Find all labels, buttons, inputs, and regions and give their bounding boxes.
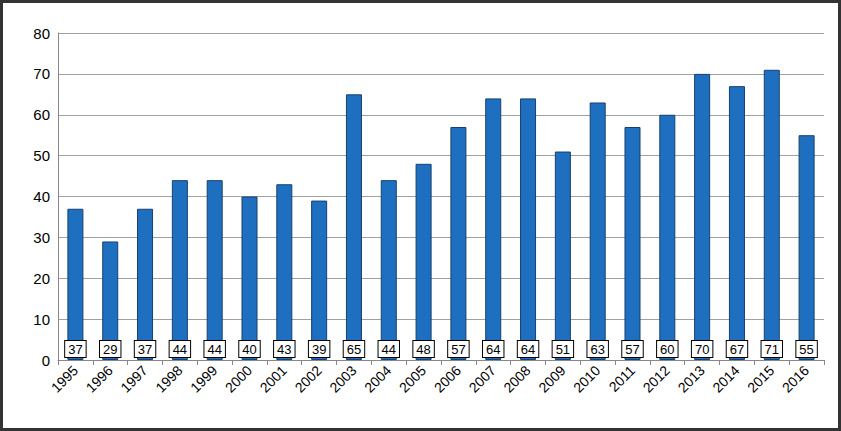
svg-text:57: 57 [451, 342, 465, 357]
svg-text:29: 29 [103, 342, 117, 357]
svg-text:40: 40 [242, 342, 256, 357]
svg-text:44: 44 [173, 342, 187, 357]
svg-text:2005: 2005 [396, 362, 429, 395]
svg-text:67: 67 [730, 342, 744, 357]
svg-text:65: 65 [347, 342, 361, 357]
svg-text:51: 51 [556, 342, 570, 357]
svg-text:2015: 2015 [744, 362, 777, 395]
svg-text:71: 71 [765, 342, 779, 357]
svg-text:1999: 1999 [187, 362, 220, 395]
svg-text:10: 10 [33, 311, 50, 328]
svg-text:63: 63 [590, 342, 604, 357]
svg-text:2007: 2007 [466, 362, 499, 395]
svg-text:1998: 1998 [152, 362, 185, 395]
svg-text:2003: 2003 [326, 362, 359, 395]
svg-text:1996: 1996 [83, 362, 116, 395]
svg-text:30: 30 [33, 229, 50, 246]
svg-text:2004: 2004 [361, 362, 394, 395]
svg-text:2010: 2010 [570, 362, 603, 395]
svg-text:37: 37 [138, 342, 152, 357]
svg-text:2002: 2002 [291, 362, 324, 395]
svg-text:2013: 2013 [674, 362, 707, 395]
svg-text:80: 80 [33, 25, 50, 42]
svg-text:20: 20 [33, 270, 50, 287]
svg-text:55: 55 [799, 342, 813, 357]
svg-text:2012: 2012 [640, 362, 673, 395]
svg-text:1995: 1995 [48, 362, 81, 395]
svg-text:2011: 2011 [606, 362, 639, 395]
svg-text:43: 43 [277, 342, 291, 357]
svg-text:60: 60 [660, 342, 674, 357]
svg-text:2008: 2008 [500, 362, 533, 395]
svg-text:64: 64 [486, 342, 500, 357]
svg-text:64: 64 [521, 342, 535, 357]
svg-text:1997: 1997 [117, 362, 150, 395]
svg-text:0: 0 [42, 352, 50, 369]
svg-text:2016: 2016 [779, 362, 812, 395]
svg-text:60: 60 [33, 106, 50, 123]
svg-text:50: 50 [33, 147, 50, 164]
svg-text:2014: 2014 [709, 362, 742, 395]
svg-text:2006: 2006 [431, 362, 464, 395]
svg-text:44: 44 [207, 342, 221, 357]
svg-text:70: 70 [695, 342, 709, 357]
svg-text:70: 70 [33, 65, 50, 82]
svg-text:44: 44 [382, 342, 396, 357]
svg-text:2009: 2009 [535, 362, 568, 395]
svg-text:39: 39 [312, 342, 326, 357]
svg-text:57: 57 [625, 342, 639, 357]
svg-text:2001: 2001 [257, 362, 290, 395]
svg-text:2000: 2000 [222, 362, 255, 395]
svg-text:48: 48 [416, 342, 430, 357]
svg-text:37: 37 [68, 342, 82, 357]
svg-text:40: 40 [33, 188, 50, 205]
